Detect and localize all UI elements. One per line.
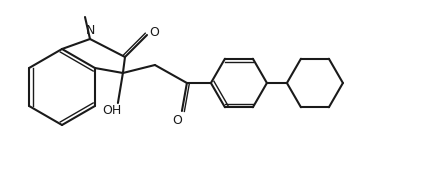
Text: N: N: [85, 25, 95, 37]
Text: O: O: [172, 114, 182, 127]
Text: O: O: [149, 26, 159, 38]
Text: OH: OH: [102, 104, 122, 117]
